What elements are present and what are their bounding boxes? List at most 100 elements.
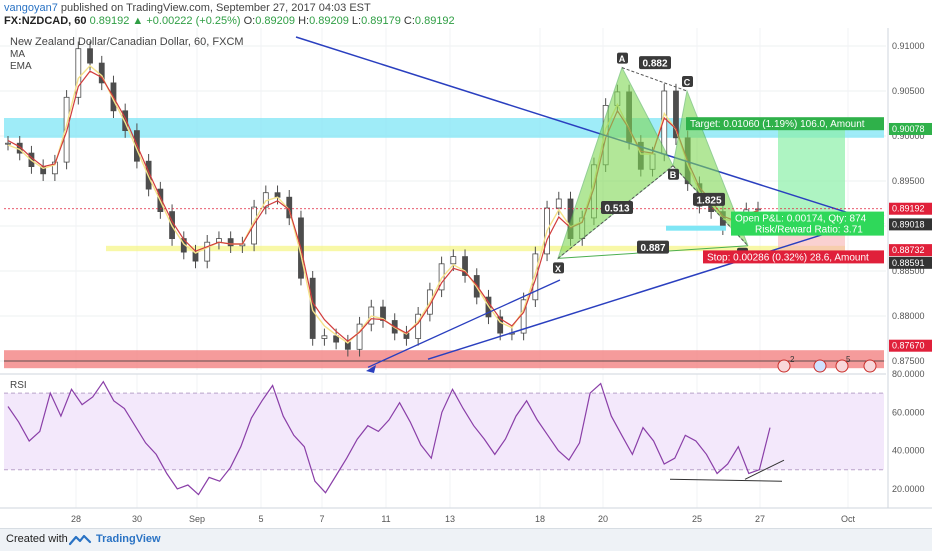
y-tick-label: 0.91000 [892, 41, 925, 51]
rsi-band [4, 393, 884, 470]
ascending-trendline[interactable] [427, 214, 885, 360]
tradingview-brand[interactable]: TradingView [96, 533, 161, 545]
candle-body [380, 306, 386, 321]
price-tag: 0.87670 [892, 341, 925, 351]
candle [122, 103, 129, 138]
rsi-tick-label: 40.0000 [892, 446, 925, 456]
candle [462, 249, 468, 283]
pnl-label: Open P&L: 0.00174, Qty: 874 [735, 214, 867, 225]
ratio-label: 0.513 [604, 204, 629, 215]
candle [415, 307, 422, 346]
author-link[interactable]: vangoyan7 [4, 2, 58, 14]
candle-body [87, 48, 93, 64]
x-tick-label: 11 [381, 514, 390, 524]
candle [5, 136, 11, 151]
change-value: +0.00222 (+0.25%) [146, 15, 241, 27]
pattern-point-badge [553, 262, 564, 274]
x-tick-label: 13 [445, 514, 455, 524]
candle-body [321, 335, 328, 339]
candle-body [520, 299, 527, 334]
rsi-tick-label: 20.0000 [892, 484, 925, 494]
legend-ma: MA [10, 49, 25, 60]
tradingview-logo-icon [68, 534, 92, 546]
price-tag-bg [889, 218, 932, 231]
event-flag-icon[interactable] [777, 359, 791, 373]
candle [192, 244, 199, 269]
open-label: O: [243, 15, 256, 27]
y-tick-label: 0.87500 [892, 356, 925, 366]
rr-label: Risk/Reward Ratio: 3.71 [755, 225, 863, 236]
y-tick-label: 0.89500 [892, 176, 925, 186]
low-value: 0.89179 [361, 15, 401, 27]
candle [520, 292, 527, 341]
candle [227, 231, 234, 253]
price-tag: 0.90078 [892, 124, 925, 134]
ratio-badge [693, 192, 725, 206]
up-arrow-icon: ▲ [132, 15, 144, 27]
axes: 0.91000 0.90500 0.90000 0.89500 0.88500 0.880… [0, 28, 932, 528]
divergence-line-price[interactable] [669, 478, 783, 482]
ratio-badge [601, 201, 633, 214]
descending-trendline[interactable] [295, 36, 885, 225]
target-label-bg [686, 117, 884, 131]
x-tick-label: 5 [258, 514, 263, 524]
candle-body [532, 253, 539, 301]
x-tick-label: Oct [841, 514, 856, 524]
ratio-label: 0.882 [642, 59, 667, 70]
demand-zone[interactable] [4, 350, 884, 369]
y-tick-label: 0.90500 [892, 86, 925, 96]
candle-body [5, 142, 11, 145]
support-zone[interactable] [106, 245, 845, 252]
pnl-label-bg [731, 211, 884, 236]
close-label: C: [403, 15, 415, 27]
candle-body [75, 48, 82, 98]
rsi-pane[interactable]: RSI [0, 373, 888, 508]
price-tag: 0.88591 [892, 258, 925, 268]
symbol-ohlc-line: FX:NZDCAD, 60 0.89192 ▲ +0.00222 (+0.25%… [4, 15, 455, 27]
candle-body [51, 161, 58, 175]
rsi-tick-label: 60.0000 [892, 407, 925, 417]
candle-body [450, 256, 457, 265]
candle-body [673, 90, 679, 139]
price-tag-bg [889, 244, 932, 257]
legend-ema: EMA [10, 61, 32, 72]
candle-body [462, 256, 468, 276]
candle-body [755, 208, 761, 211]
pattern-point-label: X [555, 264, 561, 274]
chart-header: vangoyan7 published on TradingView.com, … [0, 0, 932, 28]
stop-label-bg [703, 250, 884, 264]
x-tick-label: 25 [692, 514, 702, 524]
event-flag-icon[interactable] [813, 359, 827, 373]
event-flag-icon[interactable] [835, 359, 849, 373]
candle-body [438, 263, 445, 291]
projection-arrow-line[interactable] [367, 279, 561, 368]
x-tick-label: 18 [535, 514, 545, 524]
event-flag-icon[interactable] [863, 359, 877, 373]
chart-title: New Zealand Dollar/Canadian Dollar, 60, … [10, 36, 244, 48]
candle-body [204, 241, 211, 262]
created-with-label: Created with [6, 533, 68, 545]
price-tag: 0.89018 [892, 219, 925, 229]
candle [438, 256, 445, 298]
candle [532, 246, 539, 307]
footer-bar: Created with TradingView [0, 528, 932, 551]
entry-marker [666, 225, 726, 231]
candle [75, 41, 82, 105]
rsi-tick-label: 80.0000 [892, 369, 925, 379]
pattern-point-label: B [670, 170, 677, 180]
target-label: Target: 0.01060 (1.19%) 106.0, Amount [690, 119, 865, 130]
target-box[interactable] [778, 128, 845, 225]
candle-body [192, 251, 199, 262]
divergence-line-rsi[interactable] [744, 459, 785, 480]
price-tag-bg [889, 256, 932, 269]
candle [356, 316, 363, 357]
stop-label: Stop: 0.00286 (0.32%) 28.6, Amount [707, 252, 869, 263]
candle-body [415, 313, 422, 339]
candle [673, 83, 679, 145]
price-pane[interactable] [0, 28, 888, 373]
x-tick-label: 28 [71, 514, 81, 524]
pattern-point-label: C [684, 78, 691, 88]
x-tick-label: 20 [598, 514, 608, 524]
